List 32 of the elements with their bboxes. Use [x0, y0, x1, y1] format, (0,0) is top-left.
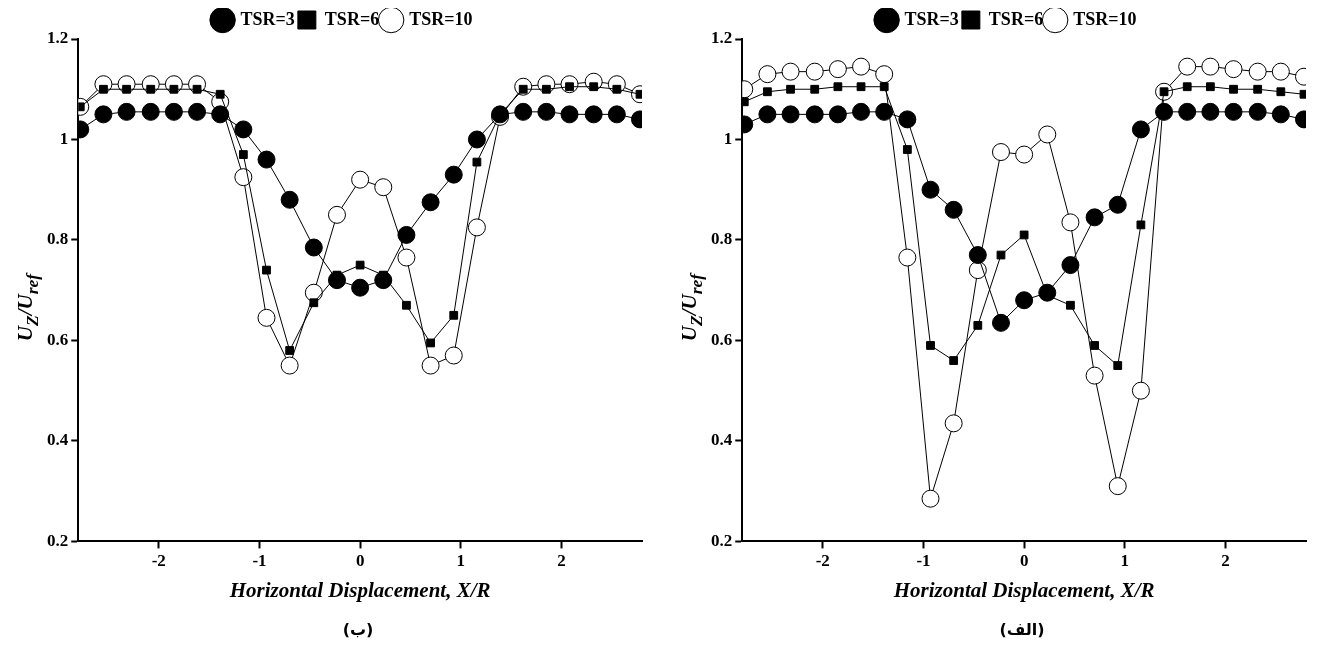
- x-tick-label: 0: [355, 550, 365, 570]
- text: (ب): [341, 620, 375, 639]
- y-tick-label: 0.4: [711, 430, 733, 450]
- legend-label: TSR=10: [1073, 8, 1137, 29]
- x-tick-label: -1: [916, 550, 931, 570]
- legend-label: TSR=6: [324, 8, 380, 29]
- y-tick-label: 0.8: [711, 229, 733, 249]
- legend-label: TSR=10: [409, 8, 473, 29]
- y-tick-label: 0.2: [711, 530, 733, 550]
- x-axis-title: Horizontal Displacement, X/R: [892, 577, 1155, 602]
- legend-label: TSR=6: [988, 8, 1044, 29]
- x-tick-label: 2: [557, 550, 566, 570]
- y-tick-label: 1: [723, 128, 733, 148]
- x-tick-label: 2: [1221, 550, 1230, 570]
- x-tick-label: -2: [815, 550, 830, 570]
- x-tick-label: -1: [252, 550, 267, 570]
- legend-label: TSR=3: [240, 8, 295, 29]
- y-tick-label: 1.2: [711, 28, 733, 48]
- x-axis-title: Horizontal Displacement, X/R: [228, 577, 491, 602]
- x-tick-label: 1: [1120, 550, 1130, 570]
- y-tick-label: 0.4: [47, 430, 69, 450]
- y-tick-label: 0.2: [47, 530, 69, 550]
- x-tick-label: -2: [151, 550, 166, 570]
- legend-label: TSR=3: [904, 8, 959, 29]
- y-tick-label: 1: [59, 128, 69, 148]
- text: (الف): [998, 620, 1046, 639]
- y-tick-label: 0.8: [47, 229, 69, 249]
- x-tick-label: 1: [456, 550, 466, 570]
- y-tick-label: 0.6: [711, 329, 733, 349]
- x-tick-label: 0: [1019, 550, 1029, 570]
- y-tick-label: 1.2: [47, 28, 69, 48]
- y-tick-label: 0.6: [47, 329, 69, 349]
